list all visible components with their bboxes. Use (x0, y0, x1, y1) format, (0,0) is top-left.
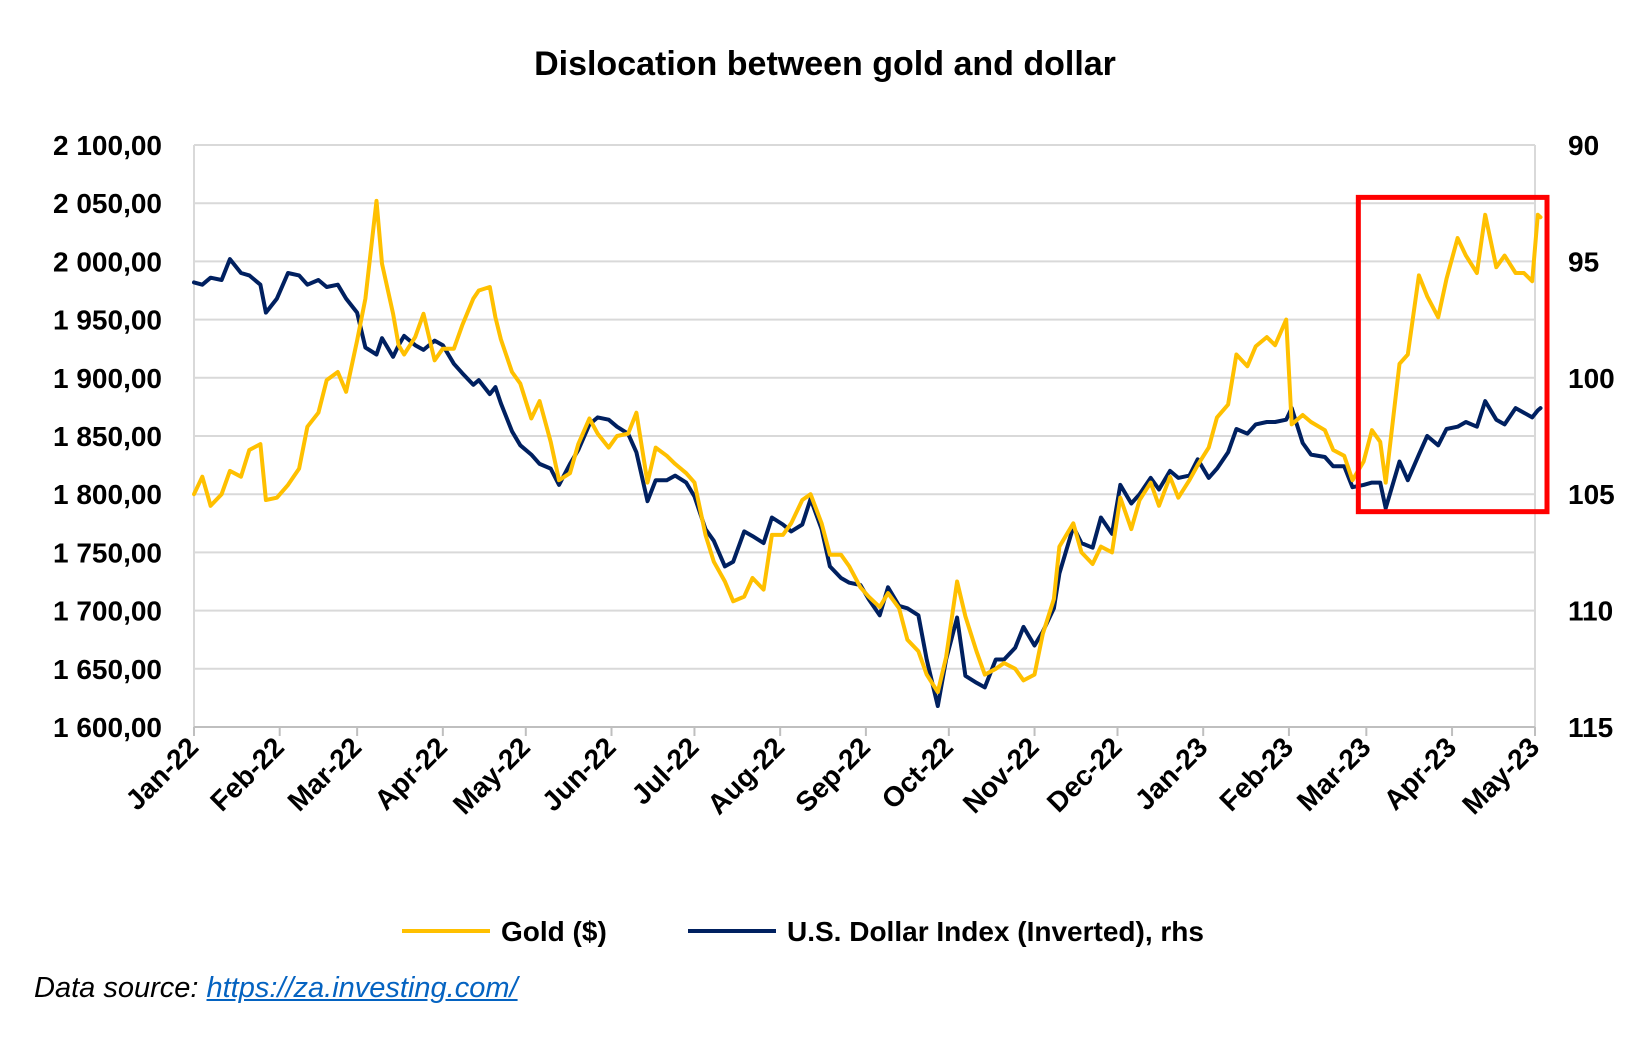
y-right-tick-label: 95 (1568, 246, 1599, 277)
x-tick-label: Dec-22 (1041, 731, 1128, 818)
data-source-link[interactable]: https://za.investing.com/ (206, 972, 518, 1004)
series-layer (192, 198, 1543, 708)
data-source-prefix: Data source: (34, 972, 207, 1004)
x-tick-label: Aug-22 (701, 731, 790, 820)
series-line-gold (192, 198, 1543, 695)
y-right-tick-label: 105 (1568, 479, 1615, 510)
x-tick-label: Jun-22 (536, 731, 622, 817)
legend-label-usd: U.S. Dollar Index (Inverted), rhs (787, 916, 1204, 947)
y-right-tick-label: 90 (1568, 130, 1599, 161)
y-right-tick-label: 115 (1568, 712, 1613, 743)
y-left-tick-label: 2 100,00 (53, 130, 162, 161)
y-axis-right: 90 95 100 105 110 115 (1568, 130, 1615, 743)
y-left-tick-label: 1 750,00 (53, 537, 162, 568)
y-left-tick-label: 1 600,00 (53, 712, 162, 743)
y-left-tick-label: 1 950,00 (53, 305, 162, 336)
highlight-box (1355, 194, 1550, 515)
data-source-note: Data source: https://za.investing.com/ (34, 972, 518, 1005)
y-left-tick-label: 1 850,00 (53, 421, 162, 452)
x-tick-label: Apr-23 (1378, 731, 1463, 816)
y-left-tick-label: 2 050,00 (53, 188, 162, 219)
gridlines (193, 144, 1536, 728)
y-axis-left: 2 100,00 2 050,00 2 000,00 1 950,00 1 900,00… (53, 130, 162, 743)
y-left-tick-label: 1 900,00 (53, 363, 162, 394)
legend: Gold ($) U.S. Dollar Index (Inverted), r… (402, 916, 1204, 947)
x-tick-label: Mar-23 (1291, 731, 1377, 817)
chart-title: Dislocation between gold and dollar (534, 45, 1116, 83)
x-tick-label: Oct-22 (876, 731, 960, 815)
x-tick-label: Sep-22 (789, 731, 876, 818)
x-tick-label: Jan-22 (120, 731, 205, 816)
x-tick-label: Feb-23 (1213, 731, 1299, 817)
x-tick-label: Nov-22 (957, 731, 1045, 819)
y-right-tick-label: 100 (1568, 363, 1615, 394)
x-tick-label: May-23 (1456, 731, 1545, 820)
x-tick-label: Apr-22 (368, 731, 453, 816)
x-tick-label: Mar-22 (282, 731, 368, 817)
legend-label-gold: Gold ($) (501, 916, 607, 947)
y-left-tick-label: 1 650,00 (53, 654, 162, 685)
x-tick-label: Feb-22 (204, 731, 290, 817)
y-right-tick-label: 110 (1568, 596, 1613, 627)
y-left-tick-label: 1 800,00 (53, 479, 162, 510)
y-left-tick-label: 2 000,00 (53, 246, 162, 277)
x-tick-label: May-22 (447, 731, 536, 820)
y-left-tick-label: 1 700,00 (53, 596, 162, 627)
x-tick-label: Jan-23 (1129, 731, 1214, 816)
x-tick-label: Jul-22 (626, 731, 705, 810)
